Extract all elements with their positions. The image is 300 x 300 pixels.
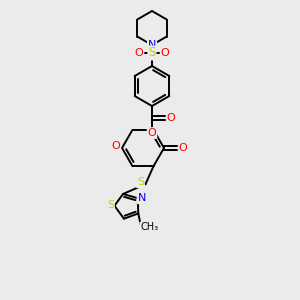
Text: O: O — [178, 143, 188, 153]
Text: O: O — [112, 141, 120, 151]
Text: S: S — [148, 46, 156, 59]
Text: O: O — [135, 48, 143, 58]
Text: N: N — [148, 40, 156, 50]
Text: O: O — [167, 113, 176, 123]
Text: O: O — [148, 128, 156, 138]
Text: N: N — [138, 193, 146, 203]
Text: CH₃: CH₃ — [140, 223, 158, 232]
Text: S: S — [137, 177, 144, 187]
Text: O: O — [160, 48, 169, 58]
Text: S: S — [107, 200, 114, 210]
